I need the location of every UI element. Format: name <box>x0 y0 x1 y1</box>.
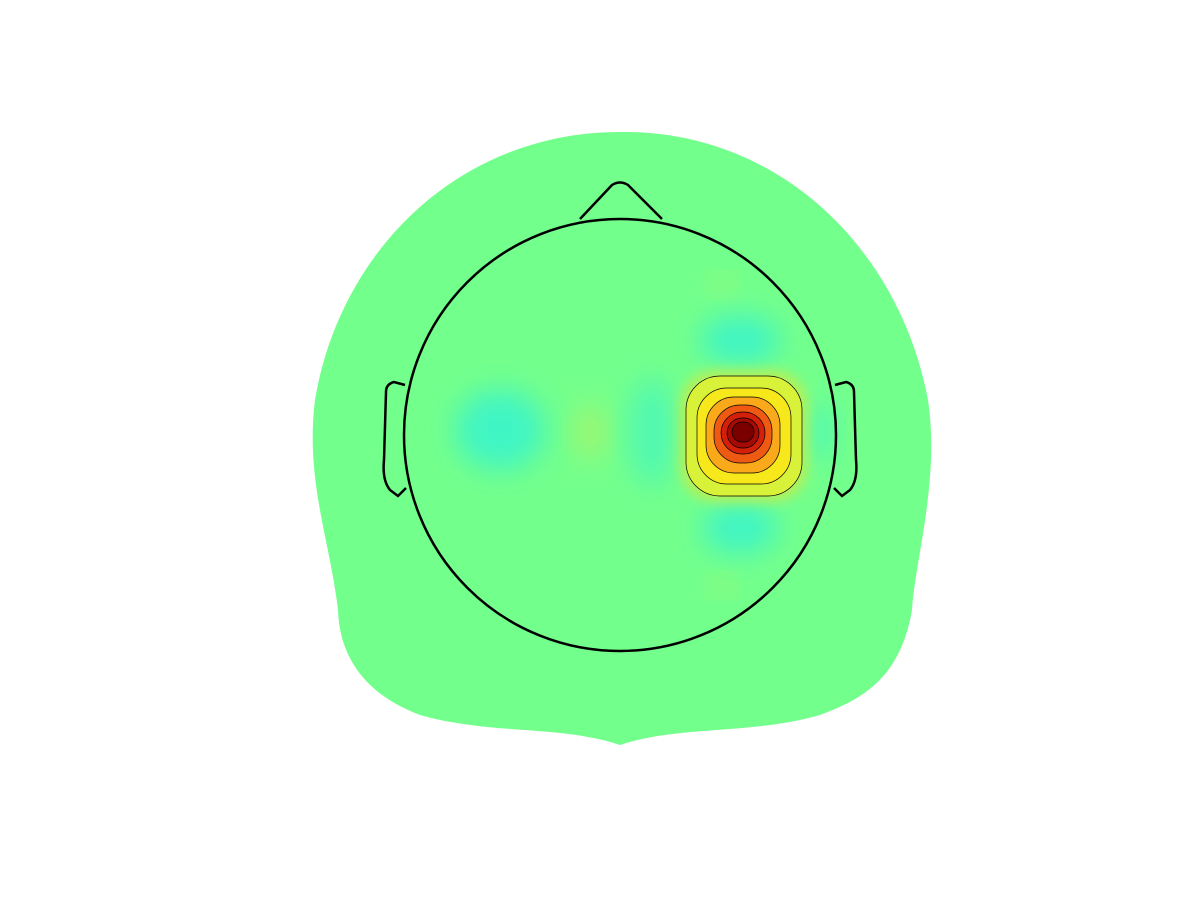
head-outline <box>402 217 838 653</box>
nose <box>579 181 663 220</box>
field-patches <box>455 277 834 593</box>
hotspot <box>680 370 808 502</box>
field-patch <box>806 402 834 462</box>
field-patch <box>576 404 604 460</box>
right-ear <box>833 380 858 498</box>
field-patch <box>700 315 780 365</box>
contour-level <box>731 421 755 443</box>
field-patch <box>455 390 545 470</box>
field-patch <box>630 377 674 487</box>
left-ear <box>382 380 407 498</box>
field-patch <box>702 502 778 554</box>
field-patch <box>712 277 732 293</box>
field-patch <box>712 577 732 593</box>
interpolated-field <box>312 131 932 746</box>
